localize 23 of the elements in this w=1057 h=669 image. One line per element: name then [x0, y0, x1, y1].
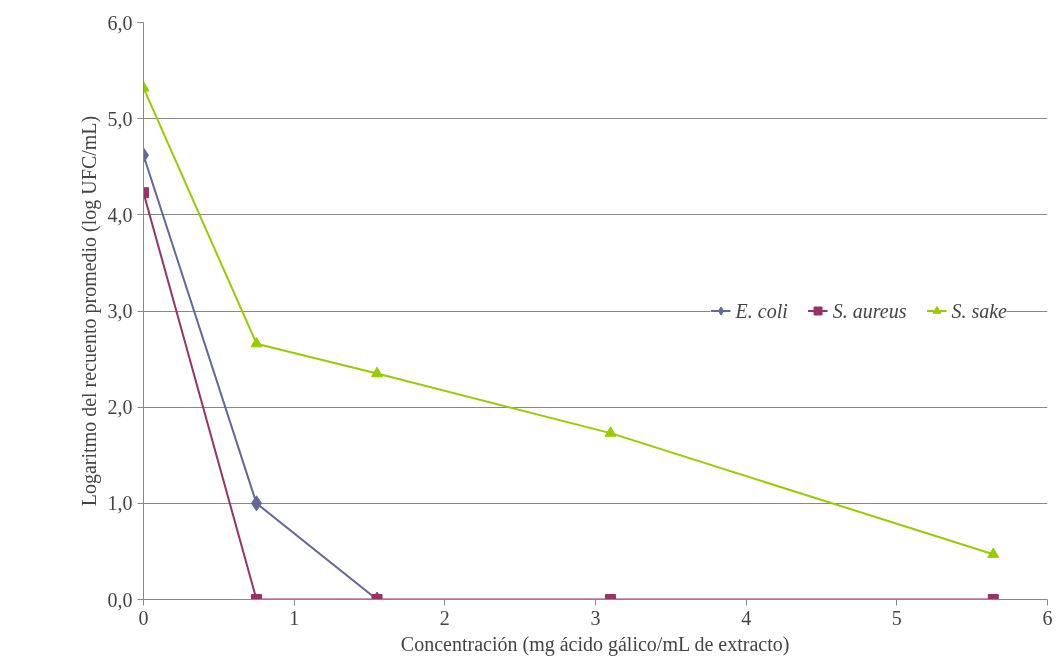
point: [987, 547, 1000, 558]
x-axis-title: Concentración (mg ácido gálico/mL de extracto): [400, 632, 790, 656]
y-tick-label: 4,0: [107, 203, 133, 226]
point: [604, 426, 617, 437]
y-tick-label: 6,0: [107, 11, 133, 34]
x-tick-label: 4: [741, 606, 752, 629]
y-tick-label: 3,0: [107, 300, 133, 322]
y-axis-title: Logaritmo del recuento promedio (log UFC/mL): [77, 115, 101, 507]
y-tick-label: 5,0: [107, 107, 133, 130]
legend-label: E. coli: [735, 299, 788, 322]
x-tick-label: 2: [439, 606, 450, 629]
x-tick-label: 6: [1042, 606, 1053, 629]
point: [250, 336, 263, 348]
x-tick-label: 0: [138, 606, 149, 629]
y-tick-label: 2,0: [107, 396, 133, 419]
point: [371, 366, 384, 378]
x-tick-label: 1: [289, 606, 300, 629]
x-tick-label: 3: [590, 606, 601, 629]
legend-label: S. sake: [951, 299, 1007, 322]
x-tick-label: 5: [891, 606, 902, 629]
legend-label: S. aureus: [832, 299, 907, 322]
y-tick-label: 0,0: [107, 588, 133, 611]
y-tick-label: 1,0: [107, 492, 133, 515]
